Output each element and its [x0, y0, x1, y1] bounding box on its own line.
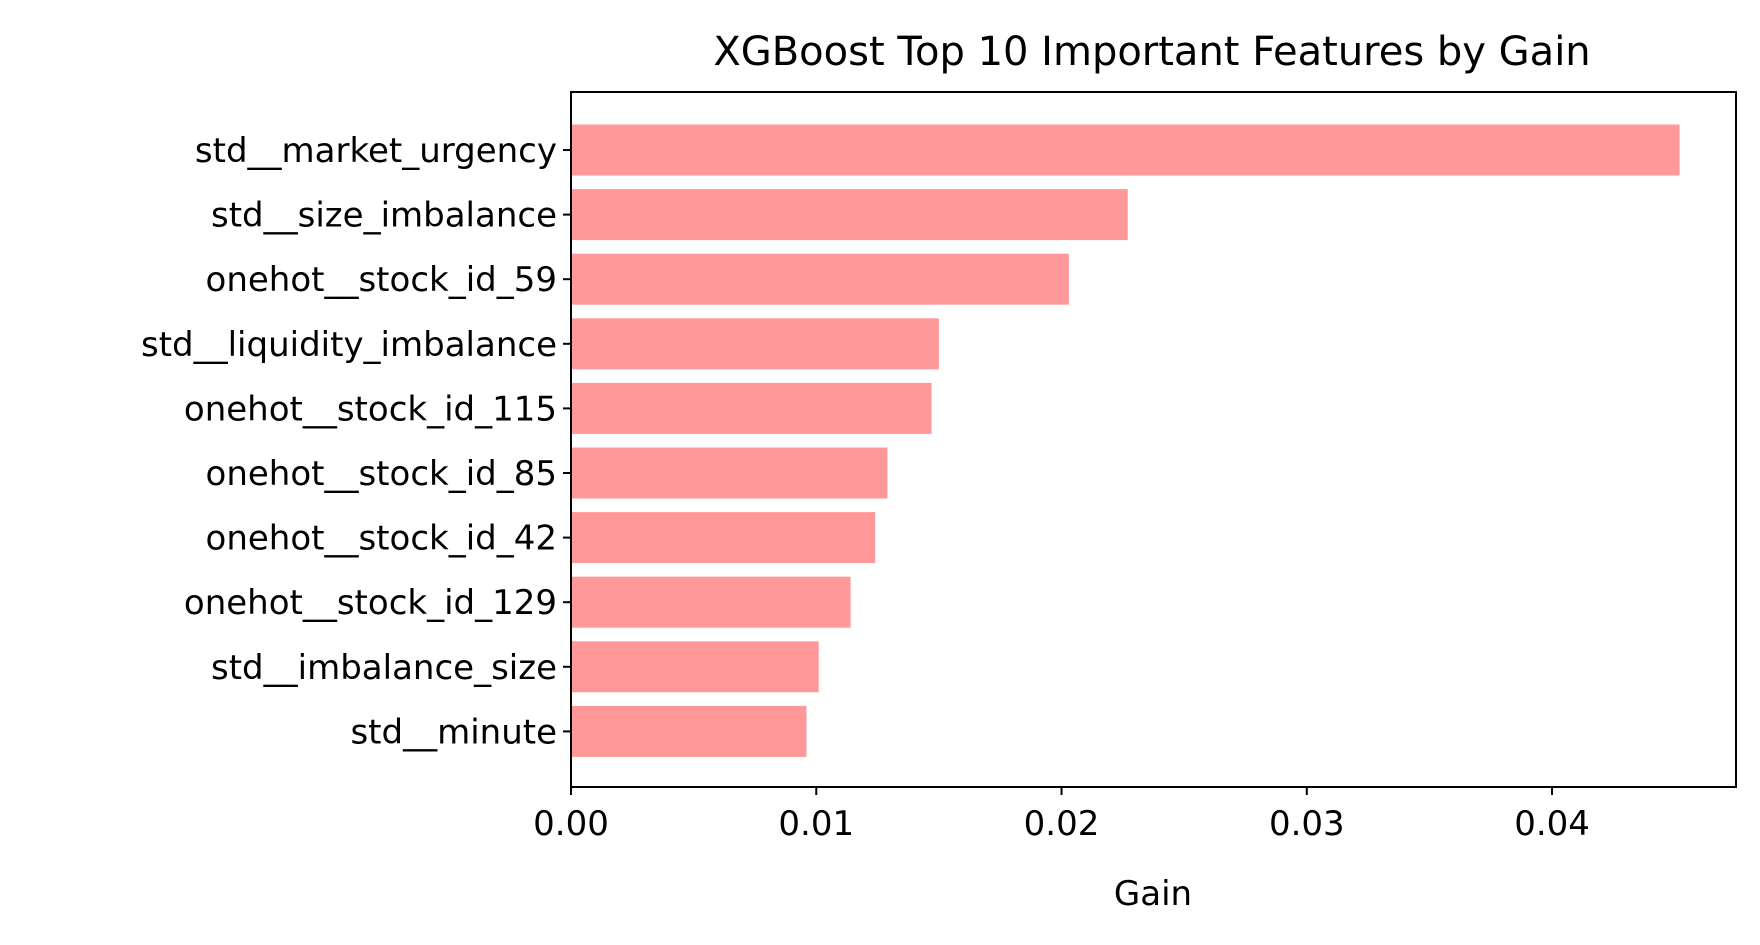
bar — [571, 189, 1128, 241]
y-tick-label: onehot__stock_id_85 — [206, 454, 557, 494]
bar — [571, 124, 1680, 176]
y-tick-label: onehot__stock_id_115 — [184, 389, 557, 429]
y-tick-label: std__minute — [350, 712, 557, 752]
bar — [571, 641, 819, 693]
x-tick-label: 0.02 — [1024, 804, 1100, 844]
bar — [571, 447, 888, 499]
y-tick-label: std__size_imbalance — [211, 196, 557, 236]
y-tick-label: std__market_urgency — [195, 131, 557, 171]
x-axis-label: Gain — [1114, 874, 1192, 914]
y-tick-label: onehot__stock_id_42 — [206, 519, 557, 559]
bar — [571, 382, 932, 434]
bar — [571, 512, 876, 564]
y-tick-label: onehot__stock_id_129 — [184, 583, 557, 623]
bar — [571, 318, 939, 370]
bar — [571, 253, 1069, 305]
x-tick-label: 0.01 — [778, 804, 854, 844]
x-ticks: 0.00 0.01 0.02 0.03 0.04 — [533, 787, 1590, 844]
bars-group — [571, 124, 1680, 757]
bar — [571, 576, 851, 628]
y-tick-label: onehot__stock_id_59 — [206, 260, 557, 300]
chart-title: XGBoost Top 10 Important Features by Gai… — [713, 29, 1590, 75]
plot-frame — [570, 91, 1737, 788]
bar — [571, 705, 807, 757]
y-tick-label: std__liquidity_imbalance — [141, 325, 557, 365]
y-tick-label: std__imbalance_size — [211, 648, 557, 688]
y-tick-labels: std__market_urgency std__size_imbalanceon… — [141, 131, 571, 752]
x-tick-label: 0.00 — [533, 804, 609, 844]
x-tick-label: 0.04 — [1514, 804, 1590, 844]
x-tick-label: 0.03 — [1269, 804, 1345, 844]
